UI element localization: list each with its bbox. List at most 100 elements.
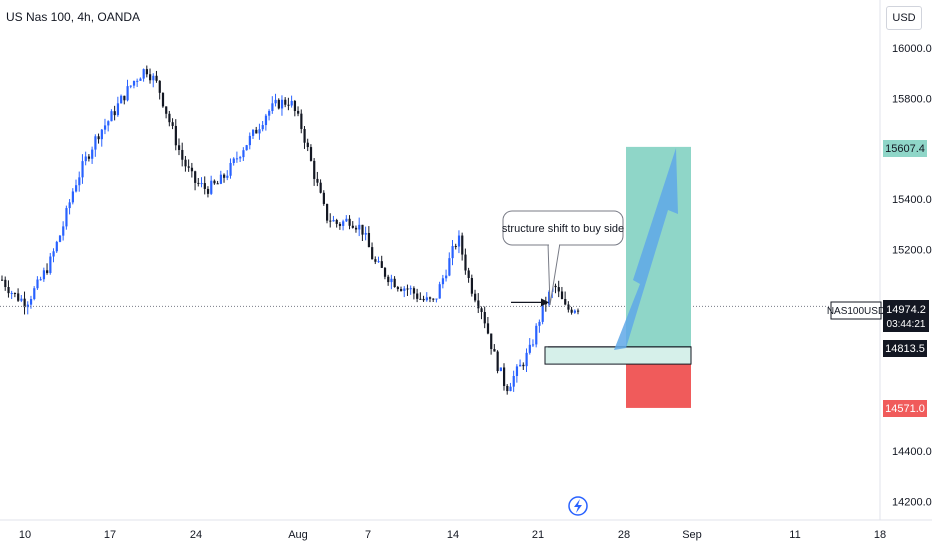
candle-body — [132, 80, 136, 86]
candle-body — [448, 258, 451, 276]
candle-body — [451, 246, 454, 259]
target-price-text: 15607.4 — [885, 143, 925, 155]
candle-body — [393, 278, 396, 288]
candle-body — [223, 174, 226, 178]
candle-body — [403, 288, 406, 291]
target-price-label: 15607.4 — [883, 140, 927, 157]
y-axis[interactable]: 16000.0 15800.0 15400.0 15200.0 14400.0 14200… — [892, 43, 932, 508]
candle-body — [187, 166, 190, 168]
candle-body — [242, 150, 245, 158]
candle-body — [348, 218, 351, 226]
callout-box — [502, 210, 624, 246]
candle-body — [29, 299, 33, 305]
currency-button[interactable]: USD — [886, 6, 922, 30]
candle-body — [216, 183, 219, 185]
candle-body — [100, 129, 103, 140]
candle-body — [277, 99, 280, 109]
candle-body — [435, 298, 438, 300]
candle-body — [10, 293, 13, 295]
candle-body — [300, 113, 303, 129]
candle-body — [110, 111, 113, 122]
candle-body — [303, 128, 306, 143]
candle-body — [120, 95, 123, 104]
candle-body — [502, 367, 506, 386]
candle-body — [390, 278, 393, 283]
candle-body — [258, 129, 261, 134]
candle-body — [287, 104, 290, 106]
candle-body — [364, 232, 367, 235]
candle-body — [87, 156, 91, 159]
candle-body — [177, 145, 181, 150]
candle-body — [129, 85, 132, 87]
candle-body — [161, 92, 165, 107]
candle-body — [371, 247, 374, 260]
candle-body — [152, 75, 155, 81]
x-tick-label: 18 — [874, 529, 886, 541]
last-price-label: 14974.2 03:44:21 — [883, 300, 929, 332]
candle-body — [75, 185, 78, 192]
candle-body — [316, 178, 319, 183]
candle-body — [445, 275, 448, 279]
candle-body — [268, 110, 271, 116]
candle-body — [81, 161, 84, 178]
candle-body — [139, 78, 142, 81]
candle-body — [71, 191, 74, 203]
candle-body — [541, 303, 544, 322]
candle-body — [535, 325, 538, 345]
candle-body — [232, 158, 235, 163]
y-tick-label: 14200.0 — [892, 496, 932, 508]
candle-body — [229, 162, 232, 176]
candle-body — [496, 351, 499, 372]
candle-body — [239, 157, 242, 159]
candle-body — [155, 75, 158, 81]
candle-body — [181, 149, 184, 160]
candle-body — [306, 142, 309, 148]
candle-body — [313, 160, 316, 179]
candle-body — [432, 298, 435, 300]
candle-body — [274, 99, 277, 104]
x-tick-label: 7 — [365, 529, 371, 541]
candle-body — [13, 293, 17, 295]
entry-price-label: 14813.5 — [883, 340, 927, 357]
candle-body — [573, 310, 576, 313]
candle-body — [490, 333, 493, 350]
candle-body — [261, 125, 264, 130]
x-axis[interactable]: 10 17 24 Aug 7 14 21 28 Sep 11 18 — [19, 529, 886, 541]
candle-body — [113, 111, 116, 116]
y-tick-label: 15200.0 — [892, 245, 932, 257]
candle-body — [454, 246, 457, 248]
candle-body — [525, 352, 528, 367]
candle-body — [78, 177, 81, 186]
candle-body — [46, 270, 49, 273]
countdown-text: 03:44:21 — [887, 319, 926, 330]
candle-body — [406, 288, 409, 290]
candle-body — [374, 259, 377, 262]
callout[interactable]: structure shift to buy side — [502, 210, 624, 306]
candle-body — [335, 220, 338, 224]
candle-body — [322, 192, 325, 204]
y-tick-label: 14400.0 — [892, 446, 932, 458]
candle-body — [7, 287, 10, 294]
candle-body — [419, 298, 422, 300]
candle-body — [387, 276, 390, 283]
candle-body — [49, 256, 52, 273]
candle-body — [55, 241, 58, 252]
lightning-icon[interactable] — [568, 496, 588, 516]
candle-body — [425, 297, 428, 301]
candle-body — [396, 287, 399, 290]
candle-body — [457, 235, 461, 247]
x-tick-label: 24 — [190, 529, 202, 541]
candle-body — [20, 298, 23, 301]
stop-price-label: 14571.0 — [883, 400, 927, 417]
candle-body — [165, 106, 168, 114]
x-tick-label: Sep — [682, 529, 702, 541]
candle-body — [438, 284, 441, 299]
candle-body — [332, 220, 335, 222]
candle-body — [126, 86, 129, 101]
candle-body — [309, 147, 313, 161]
candle-body — [116, 103, 120, 116]
projection-arrow[interactable] — [614, 148, 678, 350]
candle-body — [280, 99, 284, 109]
last-price-text: 14974.2 — [886, 304, 926, 316]
